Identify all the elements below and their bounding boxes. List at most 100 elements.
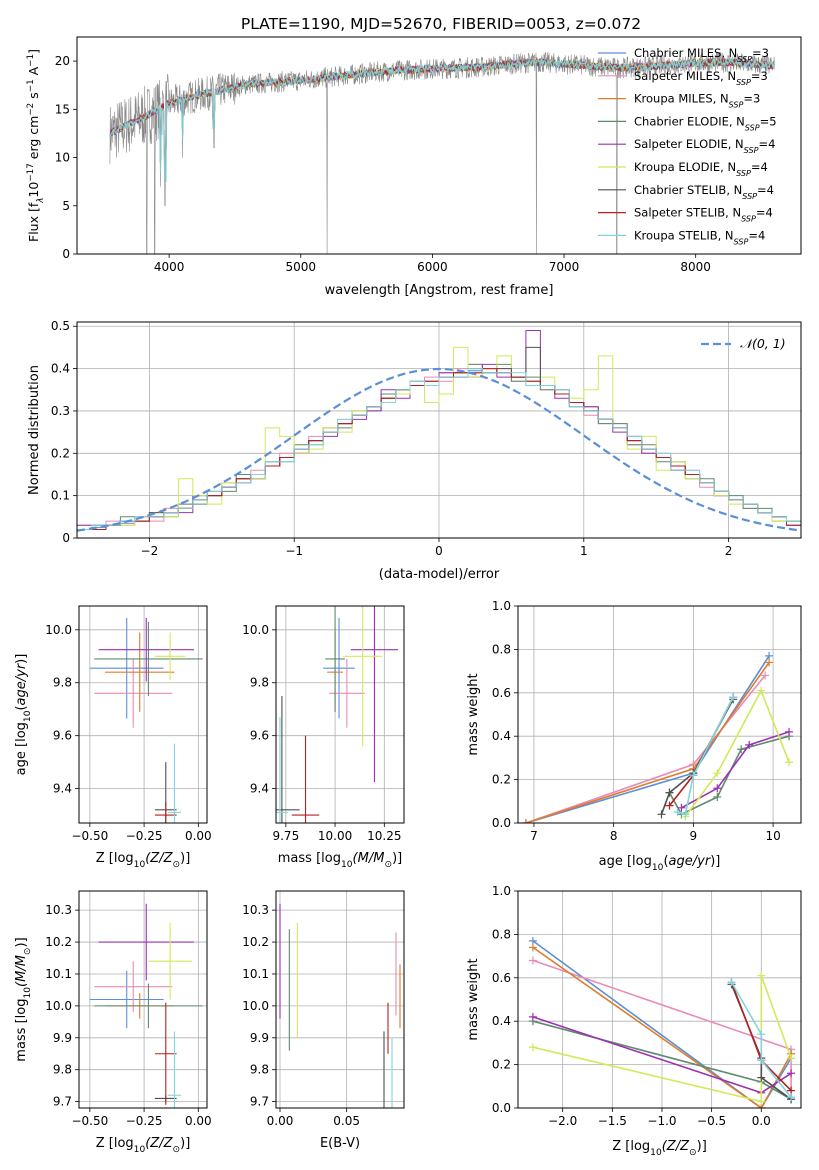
weight-marker	[757, 1097, 766, 1106]
weight-marker	[757, 1056, 766, 1065]
y-tick-label: 0.4	[492, 729, 511, 743]
label-part: Salpeter STELIB, N	[634, 206, 741, 220]
y-axis-label: Flux [fλ10−17 erg cm−2 s−1 A−1]	[26, 49, 46, 242]
weight-marker	[785, 727, 794, 736]
weight-marker	[757, 1073, 766, 1082]
axes-frame	[76, 321, 802, 539]
weight-marker	[757, 971, 766, 980]
x-tick-label: 1	[580, 544, 588, 558]
weight-marker	[713, 792, 722, 801]
weight-marker	[665, 788, 674, 797]
label-part: s	[26, 92, 41, 103]
y-tick-label: 10.0	[45, 623, 72, 637]
histogram-step	[77, 368, 801, 530]
x-axis-label: wavelength [Angstrom, rest frame]	[325, 283, 554, 298]
weight-marker	[787, 1054, 796, 1063]
weight-marker	[757, 1030, 766, 1039]
label-part: 10	[26, 182, 41, 198]
y-tick-label: 10.3	[45, 903, 72, 917]
legend-label: Salpeter STELIB, NSSP=4	[634, 206, 773, 224]
y-tick-label: 0.0	[492, 1101, 511, 1115]
x-tick-label: −0.50	[71, 1114, 108, 1128]
label-part: (Z/Z	[145, 1136, 173, 1151]
label-part: ⊙	[173, 1145, 181, 1155]
label-part: SSP	[729, 100, 744, 109]
weight-marker	[785, 758, 794, 767]
label-part: A	[26, 66, 41, 79]
weight-line	[668, 696, 734, 807]
y-tick-label: 10.0	[242, 999, 269, 1013]
label-part: =4	[757, 183, 774, 197]
weight-marker	[528, 1012, 537, 1021]
y-tick-label: 0	[62, 247, 70, 261]
weight-marker	[727, 978, 736, 987]
x-axis-label: Z [log10(Z/Z⊙)]	[612, 1139, 707, 1158]
label-part: 10	[652, 863, 664, 873]
y-tick-label: 0.1	[51, 489, 70, 503]
label-part: Chabrier MILES, N	[634, 46, 737, 60]
x-tick-label: 10	[765, 829, 780, 843]
label-part: )]	[710, 854, 720, 869]
plot-area	[89, 617, 203, 823]
x-tick-label: 2	[725, 544, 733, 558]
x-tick-label: −1.5	[598, 1114, 627, 1128]
label-part: Salpeter MILES, N	[634, 69, 736, 83]
label-part: =5	[760, 114, 777, 128]
label-part: (M/M	[353, 851, 385, 866]
label-part: )]	[14, 654, 29, 664]
x-tick-label: 4000	[154, 260, 185, 274]
legend-label: Salpeter ELODIE, NSSP=4	[634, 137, 775, 155]
y-tick-label: 10.2	[45, 935, 72, 949]
axes-ebv-mass: 0.00 0.05 9.7 9.8 9.9 10.0 10.1 10.2 10.3 E(B-V)	[242, 890, 405, 1151]
label-part: =4	[756, 206, 773, 220]
label-part: SSP	[742, 191, 757, 200]
x-tick-label: −1.0	[647, 1114, 676, 1128]
grid	[77, 322, 801, 539]
label-part: Flux [f	[26, 202, 41, 242]
weight-marker	[765, 658, 774, 667]
x-tick-label: 6000	[417, 260, 448, 274]
y-axis-label: Normed distribution	[27, 365, 42, 495]
weight-marker	[673, 808, 682, 817]
plot-area	[276, 606, 399, 823]
label-part: SSP	[737, 55, 752, 64]
label-part: age [log	[14, 722, 29, 775]
label-part: −2	[26, 103, 36, 116]
y-tick-label: 10.1	[45, 967, 72, 981]
weight-marker	[521, 819, 530, 823]
label-part: Chabrier STELIB, N	[634, 183, 742, 197]
y-tick-label: 0.8	[492, 642, 511, 656]
y-tick-label: 9.6	[53, 729, 72, 743]
plot-area	[109, 51, 775, 254]
label-part: )]	[180, 1136, 190, 1151]
weight-marker	[745, 740, 754, 749]
x-tick-label: 8000	[680, 260, 711, 274]
axes-frame	[517, 605, 802, 824]
label-part: ⊙	[173, 860, 181, 870]
x-tick-label: 0.0	[752, 1114, 771, 1128]
y-tick-label: 1.0	[492, 599, 511, 613]
label-part: Z [log	[96, 851, 134, 866]
label-part: SSP	[736, 169, 751, 178]
axes-frame	[275, 605, 405, 824]
x-tick-label: 10.00	[318, 829, 352, 843]
label-part: 10	[134, 860, 146, 870]
axes-frame	[78, 605, 208, 824]
x-axis-label: age [log10(age/yr)]	[599, 854, 721, 873]
axes-z-weight: −2.0 −1.5 −1.0 −0.5 0.0 0.0 0.2 0.4 0.6 0.8 1.0 Z […	[466, 884, 802, 1158]
x-tick-label: −2	[141, 544, 159, 558]
label-part: Salpeter ELODIE, N	[634, 137, 744, 151]
weight-marker	[757, 686, 766, 695]
axes-frame	[275, 890, 405, 1109]
x-tick-label: 0.00	[267, 1114, 294, 1128]
x-tick-label: 9	[690, 829, 698, 843]
legend-label: Kroupa ELODIE, NSSP=4	[634, 160, 768, 178]
grid	[276, 891, 404, 1108]
weight-line	[730, 981, 792, 1098]
x-axis-label: Z [log10(Z/Z⊙)]	[96, 1136, 191, 1155]
y-axis-label: mass weight	[466, 673, 481, 755]
y-tick-label: 9.9	[250, 1031, 269, 1045]
y-tick-label: 0.2	[51, 446, 70, 460]
label-part: Kroupa STELIB, N	[634, 228, 734, 242]
x-tick-label: −0.25	[126, 829, 163, 843]
